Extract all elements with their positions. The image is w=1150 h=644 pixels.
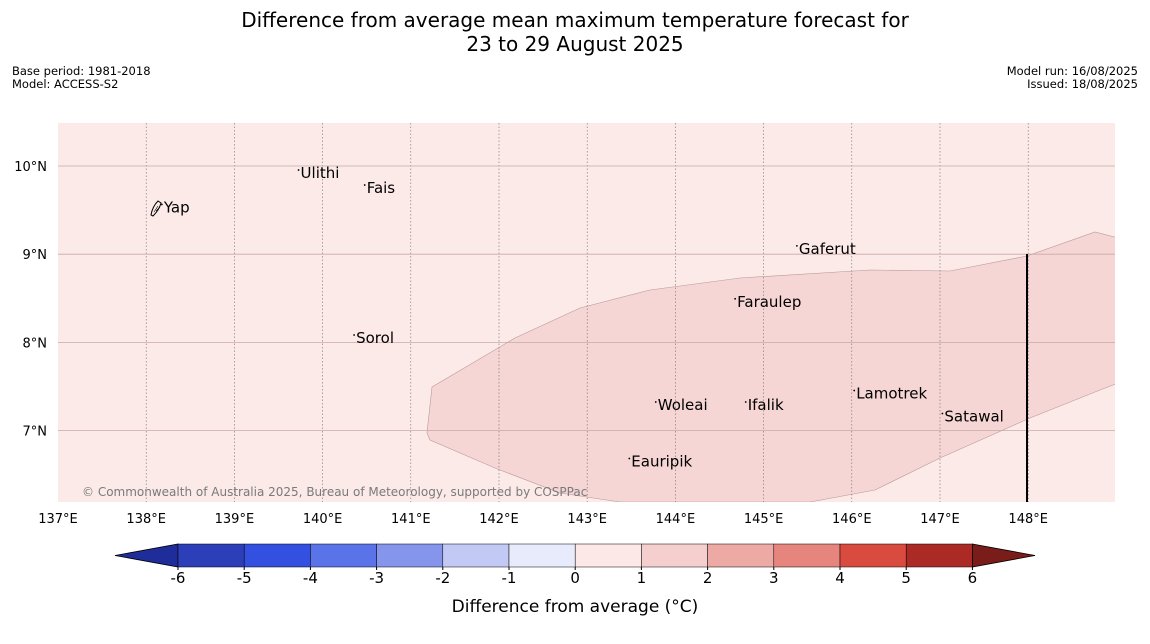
anomaly-region-1-to-2 (426, 231, 1115, 502)
x-tick-label: 144°E (656, 512, 696, 527)
colorbar-bin (905, 543, 973, 568)
colorbar-tick-label: 2 (703, 569, 713, 587)
x-tick-label: 143°E (567, 512, 607, 527)
island-marker (744, 401, 747, 403)
y-tick-label: 9°N (23, 248, 48, 263)
colorbar-tick-label: -1 (502, 569, 517, 587)
x-tick-label: 140°E (303, 512, 343, 527)
colorbar-tick-label: 1 (637, 569, 647, 587)
meta-right: Model run: 16/08/2025 Issued: 18/08/2025 (1007, 65, 1138, 91)
island-marker (353, 334, 356, 336)
y-tick-label: 7°N (23, 425, 48, 440)
title-line-2: 23 to 29 August 2025 (466, 32, 684, 56)
island-marker (363, 184, 366, 186)
title-line-1: Difference from average mean maximum tem… (241, 8, 909, 32)
place-ifalik: Ifalik (744, 396, 784, 414)
place-sorol: Sorol (353, 329, 394, 347)
place-label: Eauripik (631, 452, 692, 470)
island-marker (160, 203, 163, 206)
x-tick-label: 146°E (832, 512, 872, 527)
colorbar-tick-label: 4 (835, 569, 845, 587)
colorbar-tick-label: 0 (570, 569, 580, 587)
colorbar-bin (773, 543, 841, 568)
x-tick-label: 137°E (38, 512, 78, 527)
island-marker (853, 389, 856, 392)
x-tick-label: 139°E (215, 512, 255, 527)
place-yap: Yap (160, 198, 190, 216)
place-eauripik: Eauripik (628, 452, 692, 470)
place-labels: Yap Ulithi Fais Gaferut Faraulep Sorol Woleai I… (160, 164, 1004, 470)
place-label: Lamotrek (856, 385, 927, 403)
place-woleai: Woleai (654, 396, 708, 414)
colorbar-bin (641, 543, 708, 568)
island-marker (628, 457, 631, 460)
place-gaferut: Gaferut (795, 240, 856, 258)
place-label: Ifalik (748, 396, 784, 414)
colorbar-tick-label: -3 (369, 569, 384, 587)
colorbar-tick-label: -6 (171, 569, 186, 587)
place-satawal: Satawal (941, 407, 1004, 425)
chart-title: Difference from average mean maximum tem… (0, 8, 1150, 56)
colorbar-extend-low (114, 543, 179, 568)
place-label: Yap (163, 198, 190, 216)
place-fais: Fais (363, 179, 396, 197)
colorbar-tick-label: -5 (237, 569, 252, 587)
model-name: Model: ACCESS-S2 (12, 77, 119, 91)
island-marker (654, 401, 657, 403)
issued-date: Issued: 18/08/2025 (1027, 77, 1138, 91)
colorbar-label: Difference from average (°C) (452, 597, 699, 617)
colorbar-tick-label: 6 (968, 569, 978, 587)
copyright-note: © Commonwealth of Australia 2025, Bureau… (82, 485, 587, 499)
colorbar-tick-label: -4 (303, 569, 318, 587)
base-period: Base period: 1981-2018 (12, 64, 151, 78)
colorbar-bin (376, 543, 444, 568)
y-tick-label: 8°N (23, 336, 48, 351)
place-label: Ulithi (301, 164, 340, 182)
colorbar-tick-label: -2 (435, 569, 450, 587)
place-label: Faraulep (737, 293, 801, 311)
colorbar-bin (310, 543, 377, 568)
x-tick-label: 141°E (391, 512, 431, 527)
island-marker (795, 245, 798, 247)
colorbar-bin (508, 543, 576, 568)
island-marker (297, 169, 300, 171)
place-label: Sorol (356, 329, 394, 347)
gridlines (58, 123, 1115, 502)
y-tick-label: 10°N (14, 160, 47, 175)
axis-labels: 137°E 138°E 139°E 140°E 141°E 142°E 143°E 144°E… (14, 160, 1048, 527)
place-faraulep: Faraulep (734, 293, 801, 311)
x-tick-label: 145°E (744, 512, 784, 527)
colorbar-tick-label: 5 (901, 569, 911, 587)
place-label: Gaferut (799, 240, 856, 258)
colorbar-bin (707, 543, 775, 568)
island-marker (941, 412, 944, 415)
colorbar: -6 -5 -4 -3 -2 -1 0 1 2 3 4 5 6 (114, 543, 1036, 587)
colorbar-bin (574, 543, 642, 568)
meta-left: Base period: 1981-2018 Model: ACCESS-S2 (12, 65, 151, 91)
x-tick-label: 147°E (920, 512, 960, 527)
place-ulithi: Ulithi (297, 164, 340, 182)
place-label: Fais (367, 179, 396, 197)
colorbar-bin (839, 543, 907, 568)
colorbar-extend-high (972, 543, 1036, 568)
x-tick-label: 138°E (126, 512, 166, 527)
colorbar-bin (243, 543, 311, 568)
place-label: Woleai (658, 396, 708, 414)
x-tick-label: 148°E (1008, 512, 1048, 527)
colorbar-bin (442, 543, 510, 568)
place-lamotrek: Lamotrek (853, 385, 927, 403)
place-label: Satawal (944, 407, 1003, 425)
colorbar-bin (177, 543, 245, 568)
x-tick-label: 142°E (479, 512, 519, 527)
yap-island (150, 200, 162, 217)
colorbar-tick-label: 3 (769, 569, 779, 587)
island-marker (734, 297, 737, 300)
model-run: Model run: 16/08/2025 (1006, 64, 1138, 78)
